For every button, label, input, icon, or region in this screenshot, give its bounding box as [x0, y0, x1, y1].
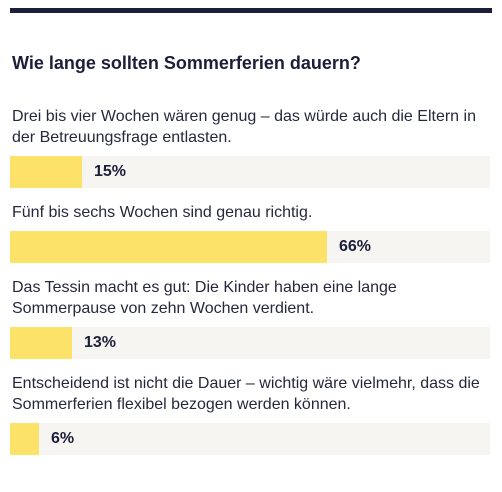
- poll-options: Drei bis vier Wochen wären genug – das w…: [10, 106, 492, 455]
- bar-value-label: 66%: [339, 238, 372, 255]
- bar-value-label: 15%: [94, 163, 127, 180]
- bar-track: 13%: [10, 327, 490, 359]
- bar-track: 15%: [10, 156, 490, 188]
- option-label: Entscheidend ist nicht die Dauer – wicht…: [12, 375, 480, 413]
- option-label: Fünf bis sechs Wochen sind genau richtig…: [12, 204, 313, 221]
- top-rule: [10, 8, 492, 13]
- poll-option: Drei bis vier Wochen wären genug – das w…: [10, 106, 492, 188]
- bar: [10, 231, 327, 263]
- poll-title: Wie lange sollten Sommerferien dauern?: [12, 53, 361, 73]
- bar: [10, 423, 39, 455]
- option-label: Drei bis vier Wochen wären genug – das w…: [12, 108, 476, 146]
- poll-option: Entscheidend ist nicht die Dauer – wicht…: [10, 373, 492, 455]
- bar-track: 66%: [10, 231, 490, 263]
- bar: [10, 156, 82, 188]
- poll-option: Das Tessin macht es gut: Die Kinder habe…: [10, 277, 492, 359]
- bar-track: 6%: [10, 423, 490, 455]
- option-label: Das Tessin macht es gut: Die Kinder habe…: [12, 279, 397, 317]
- bar: [10, 327, 72, 359]
- poll-option: Fünf bis sechs Wochen sind genau richtig…: [10, 202, 492, 263]
- bar-value-label: 13%: [84, 334, 117, 351]
- bar-value-label: 6%: [51, 430, 75, 447]
